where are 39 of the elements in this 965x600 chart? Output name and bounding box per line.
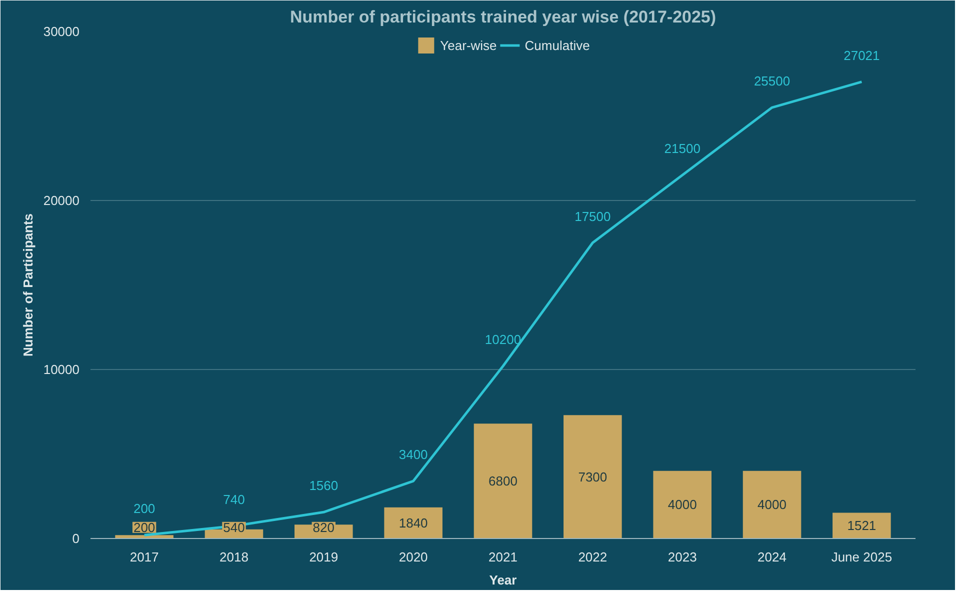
y-tick-label: 0 [72,531,80,546]
data-label: 740 [223,492,245,507]
data-label: 200 [133,501,156,516]
legend-label: Cumulative [524,38,590,52]
x-tick-label: 2020 [398,550,428,564]
legend-label: Year-wise [440,38,497,52]
bar [564,415,622,538]
bar [742,470,802,538]
x-tick-label: 2024 [758,550,786,564]
data-label: 10200 [484,332,522,348]
x-tick-label: 2018 [220,550,248,564]
y-tick-label: 10000 [43,362,80,377]
x-tick-label: 2022 [578,550,608,564]
data-label: 3400 [398,447,428,462]
data-label: 820 [312,520,335,535]
bar [474,424,532,538]
y-tick-label: 30000 [43,24,80,39]
x-tick-label: 2017 [130,550,159,564]
data-label: 200 [133,520,156,535]
x-tick-label: June 2025 [831,550,892,564]
x-tick-label: 2023 [668,550,697,564]
data-label: 4000 [758,497,786,512]
data-label: 1560 [309,478,338,494]
data-label: 6800 [488,474,518,489]
data-label: 1840 [398,515,428,530]
x-tick-label: 2021 [488,550,518,564]
y-axis-title: Number of Participants [20,213,36,357]
data-label: 1521 [847,518,876,534]
data-label: 25500 [754,74,790,89]
y-tick-label: 20000 [43,193,80,208]
chart-title: Number of participants trained year wise (2017-2025) [290,8,716,26]
data-label: 27021 [844,48,880,63]
bar [653,470,712,538]
data-label: 7300 [578,469,608,484]
data-label: 4000 [668,497,697,512]
data-label: 21500 [664,141,700,156]
x-axis-title: Year [489,572,517,588]
x-tick-label: 2019 [309,550,338,564]
data-label: 17500 [574,208,611,224]
